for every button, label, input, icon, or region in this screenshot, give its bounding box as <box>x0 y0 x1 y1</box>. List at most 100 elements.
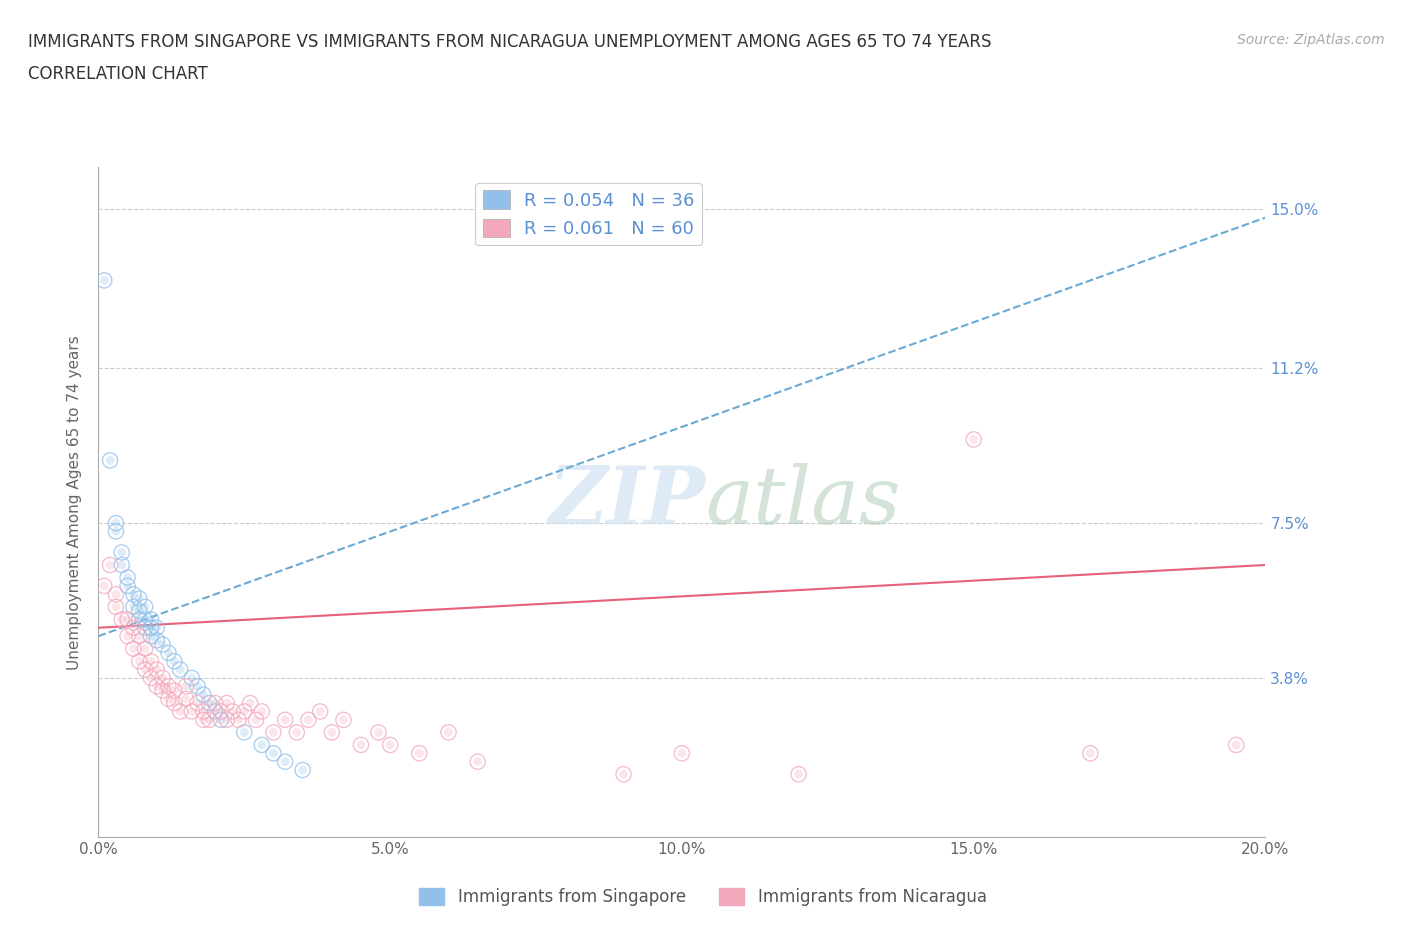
Text: CORRELATION CHART: CORRELATION CHART <box>28 65 208 83</box>
Point <box>198 712 221 727</box>
Point <box>134 642 156 657</box>
Point <box>233 704 256 719</box>
Point <box>215 712 238 727</box>
Point <box>117 578 139 593</box>
Point <box>139 612 162 627</box>
Y-axis label: Unemployment Among Ages 65 to 74 years: Unemployment Among Ages 65 to 74 years <box>67 335 83 670</box>
Point <box>612 766 634 781</box>
Point <box>787 766 810 781</box>
Point <box>245 712 267 727</box>
Point <box>152 637 174 652</box>
Point <box>104 600 127 615</box>
Point <box>122 600 145 615</box>
Point <box>321 725 343 740</box>
Text: ZIP: ZIP <box>548 463 706 541</box>
Point <box>180 704 202 719</box>
Point <box>437 725 460 740</box>
Point <box>146 633 169 648</box>
Point <box>204 696 226 711</box>
Point <box>187 679 209 694</box>
Point <box>250 737 273 752</box>
Point <box>250 737 273 752</box>
Point <box>134 620 156 635</box>
Point <box>250 704 273 719</box>
Point <box>187 679 209 694</box>
Point <box>169 662 191 677</box>
Point <box>408 746 430 761</box>
Point <box>215 696 238 711</box>
Point <box>198 696 221 711</box>
Point <box>122 587 145 602</box>
Point <box>139 671 162 685</box>
Point <box>321 725 343 740</box>
Point <box>111 612 134 627</box>
Point <box>163 683 186 698</box>
Point <box>157 692 180 707</box>
Legend: R = 0.054   N = 36, R = 0.061   N = 60: R = 0.054 N = 36, R = 0.061 N = 60 <box>475 183 702 246</box>
Point <box>104 587 127 602</box>
Point <box>180 704 202 719</box>
Point <box>146 620 169 635</box>
Point <box>98 453 121 468</box>
Point <box>262 725 284 740</box>
Point <box>332 712 354 727</box>
Point <box>204 696 226 711</box>
Point <box>215 696 238 711</box>
Point <box>163 696 186 711</box>
Point <box>146 633 169 648</box>
Point <box>671 746 693 761</box>
Point <box>262 725 284 740</box>
Point <box>93 578 115 593</box>
Point <box>104 525 127 539</box>
Point <box>332 712 354 727</box>
Point <box>962 432 984 447</box>
Point <box>98 558 121 573</box>
Point <box>139 629 162 644</box>
Point <box>193 687 215 702</box>
Point <box>111 558 134 573</box>
Point <box>209 712 232 727</box>
Point <box>104 516 127 531</box>
Point <box>174 679 197 694</box>
Point <box>350 737 373 752</box>
Point <box>291 763 314 777</box>
Point <box>128 612 150 627</box>
Text: IMMIGRANTS FROM SINGAPORE VS IMMIGRANTS FROM NICARAGUA UNEMPLOYMENT AMONG AGES 6: IMMIGRANTS FROM SINGAPORE VS IMMIGRANTS … <box>28 33 991 50</box>
Point <box>146 662 169 677</box>
Point <box>122 642 145 657</box>
Point <box>128 591 150 606</box>
Point <box>180 671 202 685</box>
Text: atlas: atlas <box>706 463 901 541</box>
Point <box>104 600 127 615</box>
Point <box>117 612 139 627</box>
Point <box>221 704 243 719</box>
Point <box>245 712 267 727</box>
Point <box>122 620 145 635</box>
Point <box>104 516 127 531</box>
Point <box>128 654 150 669</box>
Point <box>93 273 115 288</box>
Point <box>297 712 319 727</box>
Point <box>1225 737 1247 752</box>
Point <box>204 704 226 719</box>
Point <box>139 654 162 669</box>
Point <box>157 645 180 660</box>
Point <box>193 687 215 702</box>
Point <box>157 692 180 707</box>
Point <box>193 704 215 719</box>
Point <box>215 712 238 727</box>
Point <box>163 696 186 711</box>
Point <box>187 696 209 711</box>
Point <box>367 725 389 740</box>
Point <box>128 654 150 669</box>
Point <box>239 696 262 711</box>
Point <box>157 645 180 660</box>
Point <box>104 587 127 602</box>
Point <box>274 754 297 769</box>
Point <box>198 712 221 727</box>
Point <box>180 671 202 685</box>
Point <box>152 683 174 698</box>
Point <box>98 453 121 468</box>
Point <box>193 712 215 727</box>
Point <box>193 704 215 719</box>
